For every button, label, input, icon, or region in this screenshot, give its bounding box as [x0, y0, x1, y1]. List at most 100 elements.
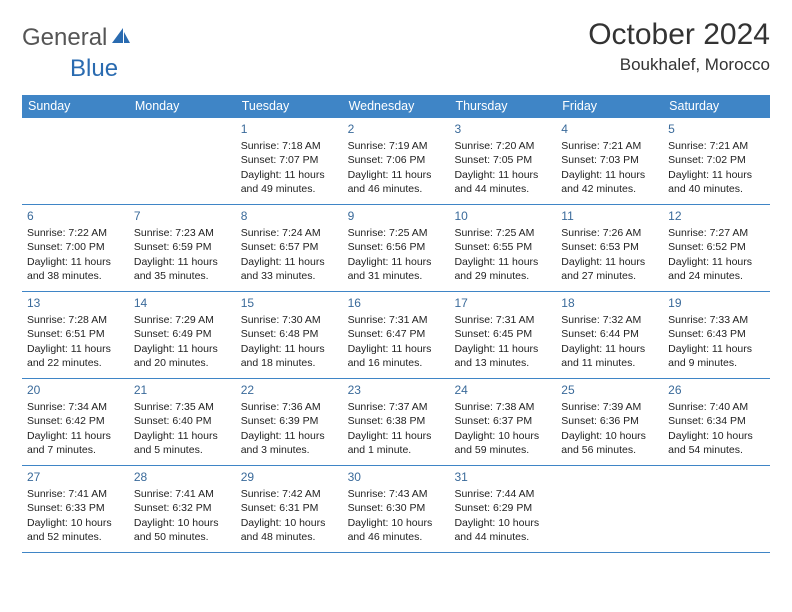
day-cell-16: 16Sunrise: 7:31 AMSunset: 6:47 PMDayligh…: [343, 292, 450, 378]
daylight-text: Daylight: 11 hours and 31 minutes.: [348, 255, 445, 283]
daylight-text: Daylight: 11 hours and 5 minutes.: [134, 429, 231, 457]
day-number: 1: [241, 121, 338, 137]
daylight-text: Daylight: 11 hours and 20 minutes.: [134, 342, 231, 370]
sunrise-text: Sunrise: 7:27 AM: [668, 226, 765, 240]
sunset-text: Sunset: 6:57 PM: [241, 240, 338, 254]
day-number: 6: [27, 208, 124, 224]
calendar-page: General October 2024 Boukhalef, Morocco …: [0, 0, 792, 612]
day-number: 26: [668, 382, 765, 398]
day-cell-8: 8Sunrise: 7:24 AMSunset: 6:57 PMDaylight…: [236, 205, 343, 291]
sunrise-text: Sunrise: 7:44 AM: [454, 487, 551, 501]
sunrise-text: Sunrise: 7:41 AM: [27, 487, 124, 501]
week-row: 1Sunrise: 7:18 AMSunset: 7:07 PMDaylight…: [22, 118, 770, 205]
daylight-text: Daylight: 11 hours and 46 minutes.: [348, 168, 445, 196]
sunrise-text: Sunrise: 7:33 AM: [668, 313, 765, 327]
daylight-text: Daylight: 11 hours and 24 minutes.: [668, 255, 765, 283]
title-block: October 2024 Boukhalef, Morocco: [588, 18, 770, 75]
day-cell-23: 23Sunrise: 7:37 AMSunset: 6:38 PMDayligh…: [343, 379, 450, 465]
weekday-sunday: Sunday: [22, 95, 129, 118]
day-cell-1: 1Sunrise: 7:18 AMSunset: 7:07 PMDaylight…: [236, 118, 343, 204]
weekday-wednesday: Wednesday: [343, 95, 450, 118]
sunrise-text: Sunrise: 7:21 AM: [668, 139, 765, 153]
day-number: 3: [454, 121, 551, 137]
sunrise-text: Sunrise: 7:39 AM: [561, 400, 658, 414]
sunrise-text: Sunrise: 7:32 AM: [561, 313, 658, 327]
day-cell-29: 29Sunrise: 7:42 AMSunset: 6:31 PMDayligh…: [236, 466, 343, 552]
sunset-text: Sunset: 6:31 PM: [241, 501, 338, 515]
sunrise-text: Sunrise: 7:25 AM: [454, 226, 551, 240]
sunrise-text: Sunrise: 7:41 AM: [134, 487, 231, 501]
sunset-text: Sunset: 6:53 PM: [561, 240, 658, 254]
daylight-text: Daylight: 11 hours and 13 minutes.: [454, 342, 551, 370]
day-number: 29: [241, 469, 338, 485]
sunset-text: Sunset: 6:49 PM: [134, 327, 231, 341]
daylight-text: Daylight: 11 hours and 40 minutes.: [668, 168, 765, 196]
day-number: 22: [241, 382, 338, 398]
sunrise-text: Sunrise: 7:43 AM: [348, 487, 445, 501]
day-number: 7: [134, 208, 231, 224]
sunset-text: Sunset: 6:43 PM: [668, 327, 765, 341]
brand-logo: General: [22, 18, 132, 52]
day-cell-6: 6Sunrise: 7:22 AMSunset: 7:00 PMDaylight…: [22, 205, 129, 291]
day-number: 20: [27, 382, 124, 398]
day-number: 28: [134, 469, 231, 485]
day-number: 15: [241, 295, 338, 311]
sunrise-text: Sunrise: 7:22 AM: [27, 226, 124, 240]
day-cell-12: 12Sunrise: 7:27 AMSunset: 6:52 PMDayligh…: [663, 205, 770, 291]
daylight-text: Daylight: 11 hours and 1 minute.: [348, 429, 445, 457]
sunset-text: Sunset: 7:02 PM: [668, 153, 765, 167]
weekday-saturday: Saturday: [663, 95, 770, 118]
day-number: 25: [561, 382, 658, 398]
daylight-text: Daylight: 10 hours and 59 minutes.: [454, 429, 551, 457]
day-cell-26: 26Sunrise: 7:40 AMSunset: 6:34 PMDayligh…: [663, 379, 770, 465]
brand-general-text: General: [22, 24, 107, 52]
sunset-text: Sunset: 6:47 PM: [348, 327, 445, 341]
daylight-text: Daylight: 11 hours and 22 minutes.: [27, 342, 124, 370]
weekday-tuesday: Tuesday: [236, 95, 343, 118]
week-row: 6Sunrise: 7:22 AMSunset: 7:00 PMDaylight…: [22, 205, 770, 292]
day-cell-10: 10Sunrise: 7:25 AMSunset: 6:55 PMDayligh…: [449, 205, 556, 291]
daylight-text: Daylight: 10 hours and 56 minutes.: [561, 429, 658, 457]
sunrise-text: Sunrise: 7:28 AM: [27, 313, 124, 327]
daylight-text: Daylight: 11 hours and 33 minutes.: [241, 255, 338, 283]
sunset-text: Sunset: 6:29 PM: [454, 501, 551, 515]
day-cell-13: 13Sunrise: 7:28 AMSunset: 6:51 PMDayligh…: [22, 292, 129, 378]
daylight-text: Daylight: 11 hours and 42 minutes.: [561, 168, 658, 196]
sunrise-text: Sunrise: 7:36 AM: [241, 400, 338, 414]
sunrise-text: Sunrise: 7:34 AM: [27, 400, 124, 414]
day-number: 11: [561, 208, 658, 224]
sunset-text: Sunset: 7:05 PM: [454, 153, 551, 167]
day-cell-2: 2Sunrise: 7:19 AMSunset: 7:06 PMDaylight…: [343, 118, 450, 204]
brand-blue-text: Blue: [70, 55, 118, 82]
day-number: 9: [348, 208, 445, 224]
sunset-text: Sunset: 6:38 PM: [348, 414, 445, 428]
weekday-friday: Friday: [556, 95, 663, 118]
day-cell-7: 7Sunrise: 7:23 AMSunset: 6:59 PMDaylight…: [129, 205, 236, 291]
sunset-text: Sunset: 6:39 PM: [241, 414, 338, 428]
day-cell-5: 5Sunrise: 7:21 AMSunset: 7:02 PMDaylight…: [663, 118, 770, 204]
weekday-header-row: SundayMondayTuesdayWednesdayThursdayFrid…: [22, 95, 770, 118]
day-cell-20: 20Sunrise: 7:34 AMSunset: 6:42 PMDayligh…: [22, 379, 129, 465]
day-cell-28: 28Sunrise: 7:41 AMSunset: 6:32 PMDayligh…: [129, 466, 236, 552]
sunrise-text: Sunrise: 7:42 AM: [241, 487, 338, 501]
sunrise-text: Sunrise: 7:18 AM: [241, 139, 338, 153]
day-number: 30: [348, 469, 445, 485]
daylight-text: Daylight: 11 hours and 11 minutes.: [561, 342, 658, 370]
sunset-text: Sunset: 6:42 PM: [27, 414, 124, 428]
daylight-text: Daylight: 11 hours and 49 minutes.: [241, 168, 338, 196]
day-cell-4: 4Sunrise: 7:21 AMSunset: 7:03 PMDaylight…: [556, 118, 663, 204]
sunset-text: Sunset: 6:44 PM: [561, 327, 658, 341]
week-row: 20 Sunrise: 7:34 AMSunset: 6:42 PM Dayligh…: [22, 379, 770, 466]
day-cell-25: 25Sunrise: 7:39 AMSunset: 6:36 PMDayligh…: [556, 379, 663, 465]
daylight-text: Daylight: 11 hours and 27 minutes.: [561, 255, 658, 283]
sunset-text: Sunset: 6:37 PM: [454, 414, 551, 428]
day-cell-18: 18Sunrise: 7:32 AMSunset: 6:44 PMDayligh…: [556, 292, 663, 378]
day-number: 10: [454, 208, 551, 224]
sunset-text: Sunset: 6:45 PM: [454, 327, 551, 341]
sunset-text: Sunset: 6:52 PM: [668, 240, 765, 254]
day-number: 16: [348, 295, 445, 311]
daylight-text: Daylight: 10 hours and 54 minutes.: [668, 429, 765, 457]
sunset-text: Sunset: 6:48 PM: [241, 327, 338, 341]
day-number: 8: [241, 208, 338, 224]
sunset-text: Sunset: 6:34 PM: [668, 414, 765, 428]
